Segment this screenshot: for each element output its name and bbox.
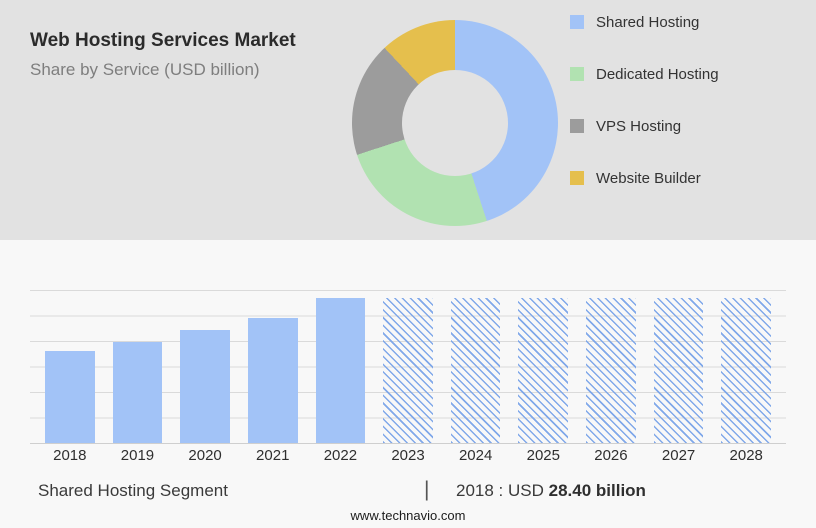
bar-column bbox=[518, 290, 569, 443]
year-label-2027: 2027 bbox=[661, 447, 696, 464]
bar-2026-forecast bbox=[586, 297, 636, 443]
year-label-2025: 2025 bbox=[526, 447, 560, 464]
footer-stat: 2018 : USD 28.40 billion bbox=[456, 481, 646, 501]
year-label-2023: 2023 bbox=[391, 447, 425, 464]
stat-prefix: 2018 : USD bbox=[456, 481, 544, 500]
bar-column bbox=[315, 290, 366, 443]
footer-separator: | bbox=[424, 478, 430, 501]
legend-item-website-builder: Website Builder bbox=[570, 168, 719, 188]
legend-swatch-icon bbox=[570, 67, 584, 81]
bar-column bbox=[450, 290, 501, 443]
year-label-2020: 2020 bbox=[188, 447, 222, 464]
bar-2024-forecast bbox=[450, 297, 501, 443]
legend: Shared Hosting Dedicated Hosting VPS Hosti… bbox=[570, 12, 719, 220]
bar-2028-forecast bbox=[721, 297, 772, 443]
donut-chart bbox=[352, 20, 558, 226]
bar-column bbox=[721, 290, 772, 443]
year-label-2026: 2026 bbox=[594, 447, 628, 464]
year-label-2018: 2018 bbox=[53, 447, 87, 464]
year-label-2028: 2028 bbox=[729, 447, 763, 464]
footer: Shared Hosting Segment | 2018 : USD 28.4… bbox=[0, 478, 816, 508]
bar-2018 bbox=[45, 351, 95, 443]
legend-label: VPS Hosting bbox=[596, 117, 682, 135]
bar-column bbox=[383, 290, 433, 443]
bar-2027-forecast bbox=[653, 297, 704, 443]
legend-label: Shared Hosting bbox=[596, 13, 700, 31]
year-label-2024: 2024 bbox=[458, 447, 493, 464]
legend-swatch-icon bbox=[570, 15, 584, 29]
page-subtitle: Share by Service (USD billion) bbox=[30, 60, 260, 79]
segment-label: Shared Hosting Segment bbox=[38, 481, 228, 500]
year-label-2019: 2019 bbox=[120, 447, 155, 464]
bar-2019 bbox=[112, 342, 163, 443]
bar-column bbox=[112, 290, 163, 443]
stat-value: 28.40 billion bbox=[548, 481, 646, 500]
legend-item-dedicated-hosting: Dedicated Hosting bbox=[570, 64, 719, 84]
bar-2021 bbox=[247, 317, 298, 443]
header-panel: Web Hosting Services Market Share by Ser… bbox=[0, 0, 816, 240]
bar-chart-plot bbox=[30, 290, 786, 444]
legend-item-vps-hosting: VPS Hosting bbox=[570, 116, 719, 136]
bar-column bbox=[247, 290, 298, 443]
donut-hole bbox=[402, 70, 508, 176]
bar-column bbox=[180, 290, 230, 443]
bar-2020 bbox=[180, 329, 230, 443]
year-labels: 2018 2019 2020 2021 2022 2023 2024 2025 2026 2027… bbox=[30, 447, 786, 464]
bar-2025-forecast bbox=[518, 297, 569, 443]
legend-label: Website Builder bbox=[596, 169, 701, 187]
legend-item-shared-hosting: Shared Hosting bbox=[570, 12, 719, 32]
bars bbox=[30, 290, 786, 443]
website-url: www.technavio.com bbox=[350, 508, 466, 523]
bar-column bbox=[586, 290, 636, 443]
legend-swatch-icon bbox=[570, 171, 584, 185]
legend-label: Dedicated Hosting bbox=[596, 65, 719, 83]
year-label-2022: 2022 bbox=[323, 447, 358, 464]
bar-2023-forecast bbox=[383, 297, 433, 443]
page-title: Web Hosting Services Market bbox=[30, 30, 296, 51]
bar-chart-panel: 2018 2019 2020 2021 2022 2023 2024 2025 2026 2027… bbox=[0, 240, 816, 528]
bar-column bbox=[45, 290, 95, 443]
year-label-2021: 2021 bbox=[256, 447, 290, 464]
bar-column bbox=[653, 290, 704, 443]
legend-swatch-icon bbox=[570, 119, 584, 133]
bar-2022 bbox=[315, 297, 366, 443]
